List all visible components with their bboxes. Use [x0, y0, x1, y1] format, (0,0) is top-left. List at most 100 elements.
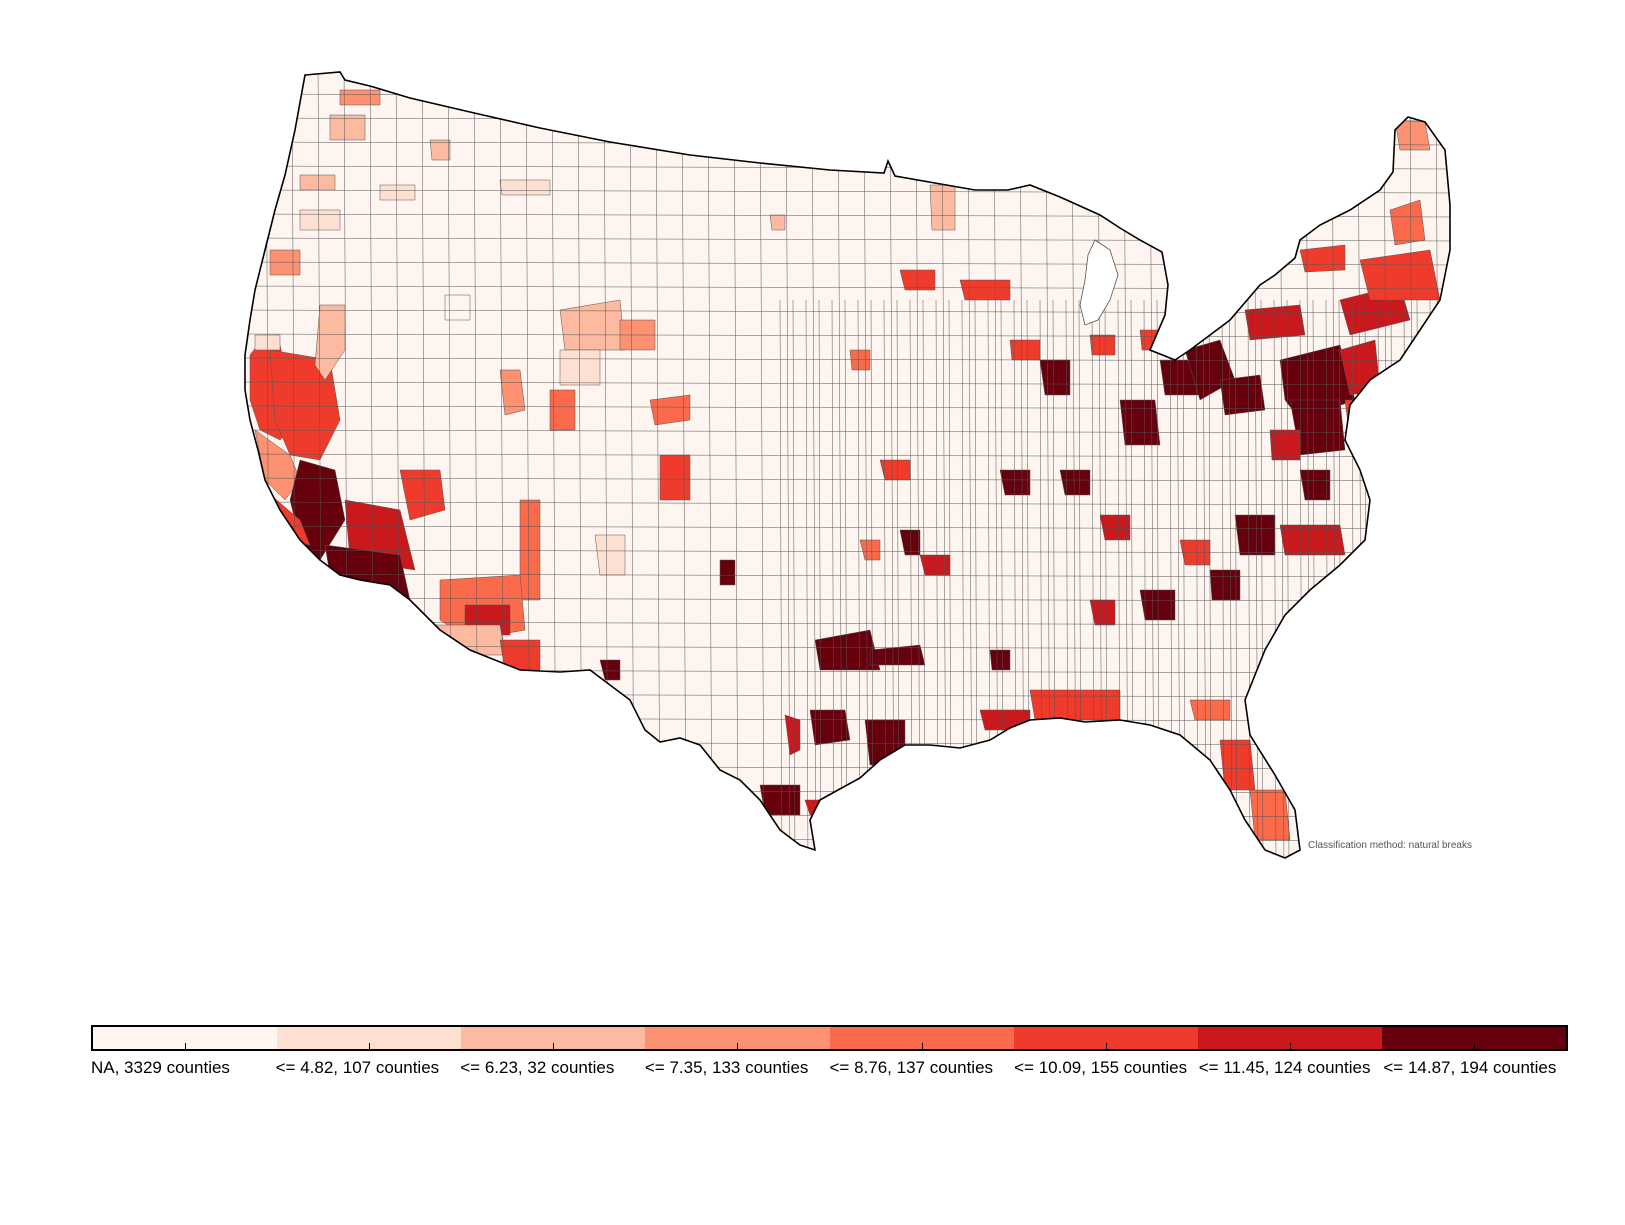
legend-tick: [921, 1043, 923, 1049]
county-border-line: [245, 549, 1450, 554]
county-florida-north: [1189, 699, 1231, 721]
county-border-line: [240, 60, 244, 870]
legend-label-3: <= 7.35, 133 counties: [644, 1058, 809, 1077]
county-kentucky: [1059, 469, 1091, 496]
legend-swatch-4: [829, 1027, 1014, 1049]
county-border-line: [245, 525, 1450, 530]
county-wisconsin: [959, 279, 1011, 301]
county-border-line: [915, 72, 921, 858]
county-arizona-east: [519, 499, 541, 601]
county-border-line: [245, 501, 1450, 506]
county-border-line: [1247, 299, 1251, 858]
legend-label-2: <= 6.23, 32 counties: [460, 1058, 615, 1077]
county-border-line: [1221, 299, 1225, 858]
county-border-line: [245, 405, 1450, 410]
legend-swatch-7: [1381, 1027, 1566, 1049]
legend-label-5: <= 10.09, 155 counties: [1014, 1058, 1188, 1077]
legend-label-6: <= 11.45, 124 counties: [1198, 1058, 1371, 1077]
county-indianapolis: [1119, 399, 1161, 446]
legend-labels: NA, 3329 counties <= 4.82, 107 counties <=…: [91, 1058, 1568, 1080]
county-washington-1: [339, 89, 381, 106]
county-border-line: [863, 72, 869, 858]
county-border-line: [844, 299, 848, 858]
county-atlanta: [1139, 589, 1176, 621]
county-new-mexico: [594, 534, 626, 576]
county-delaware: [1344, 399, 1371, 441]
county-montana-west: [499, 179, 551, 196]
county-iowa: [849, 349, 871, 371]
county-kansas-city: [879, 459, 911, 481]
county-border-line: [779, 299, 783, 858]
county-west-virginia: [1269, 429, 1301, 461]
legend-tick: [185, 1043, 187, 1049]
legend-tick: [1473, 1043, 1475, 1049]
county-el-paso: [599, 659, 621, 681]
legend-tick: [1105, 1043, 1107, 1049]
legend-swatch-2: [461, 1027, 646, 1049]
county-ny-west: [1244, 304, 1306, 341]
legend-swatch-1: [277, 1027, 462, 1049]
county-louisiana: [989, 649, 1011, 671]
county-border-line: [1357, 72, 1363, 858]
county-florida-south: [1249, 789, 1291, 841]
county-base: [245, 72, 1450, 858]
county-nc-charlotte: [1234, 514, 1276, 556]
county-border-line: [245, 573, 1450, 578]
legend-swatch-5: [1013, 1027, 1198, 1049]
county-border-line: [245, 453, 1450, 458]
county-border-line: [1377, 299, 1381, 858]
county-pittsburgh: [1219, 374, 1266, 416]
classification-method-note: Classification method: natural breaks: [1308, 840, 1472, 851]
us-county-choropleth-map: [240, 60, 1451, 870]
county-border-line: [805, 299, 809, 858]
county-border-line: [759, 72, 765, 858]
county-montana-east: [769, 214, 786, 231]
county-border-line: [1416, 299, 1420, 858]
legend-swatch-0: [93, 1027, 278, 1049]
county-border-line: [941, 72, 947, 858]
county-maine-north: [1394, 119, 1431, 151]
county-austin: [809, 709, 851, 746]
county-arizona-tucson: [499, 639, 541, 671]
county-border-line: [655, 72, 661, 858]
legend-tick: [1289, 1043, 1291, 1049]
county-border-line: [245, 621, 1450, 626]
county-border-line: [1390, 299, 1394, 858]
county-border-line: [245, 93, 1450, 98]
county-border-line: [245, 597, 1450, 602]
county-washington-4: [379, 184, 416, 201]
county-washington-2: [329, 114, 366, 141]
county-washington-3: [299, 174, 336, 191]
county-utah: [499, 369, 526, 416]
legend-tick: [553, 1043, 555, 1049]
county-fills-layer: [245, 72, 1450, 858]
county-nashville: [1099, 514, 1131, 541]
county-nh-vt: [1389, 199, 1426, 246]
legend-swatch-6: [1197, 1027, 1382, 1049]
county-nevada-south: [399, 469, 446, 521]
county-san-antonio: [784, 714, 801, 756]
county-oklahoma-2: [859, 539, 881, 561]
legend-tick: [737, 1043, 739, 1049]
county-idaho: [444, 294, 471, 321]
county-michigan-2: [1089, 334, 1116, 356]
county-colorado-front: [649, 394, 691, 426]
county-border-line: [1234, 299, 1238, 858]
county-nevada-north: [314, 304, 346, 381]
county-dallas: [814, 629, 881, 671]
county-border-line: [837, 72, 843, 858]
county-border-line: [1260, 299, 1264, 858]
legend-tick: [369, 1043, 371, 1049]
county-minneapolis: [899, 269, 936, 291]
great-lakes-shape: [1079, 239, 1119, 326]
county-border-line: [1429, 299, 1433, 858]
county-colorado-south: [659, 454, 691, 501]
county-border-line: [245, 72, 1450, 74]
legend-label-7: <= 14.87, 194 counties: [1383, 1058, 1557, 1077]
county-memphis: [919, 554, 951, 576]
county-va-south: [1299, 469, 1331, 501]
county-tx-panhandle: [719, 559, 736, 586]
legend-label-1: <= 4.82, 107 counties: [275, 1058, 440, 1077]
county-idaho-north: [429, 139, 451, 161]
legend-label-4: <= 8.76, 137 counties: [829, 1058, 994, 1077]
